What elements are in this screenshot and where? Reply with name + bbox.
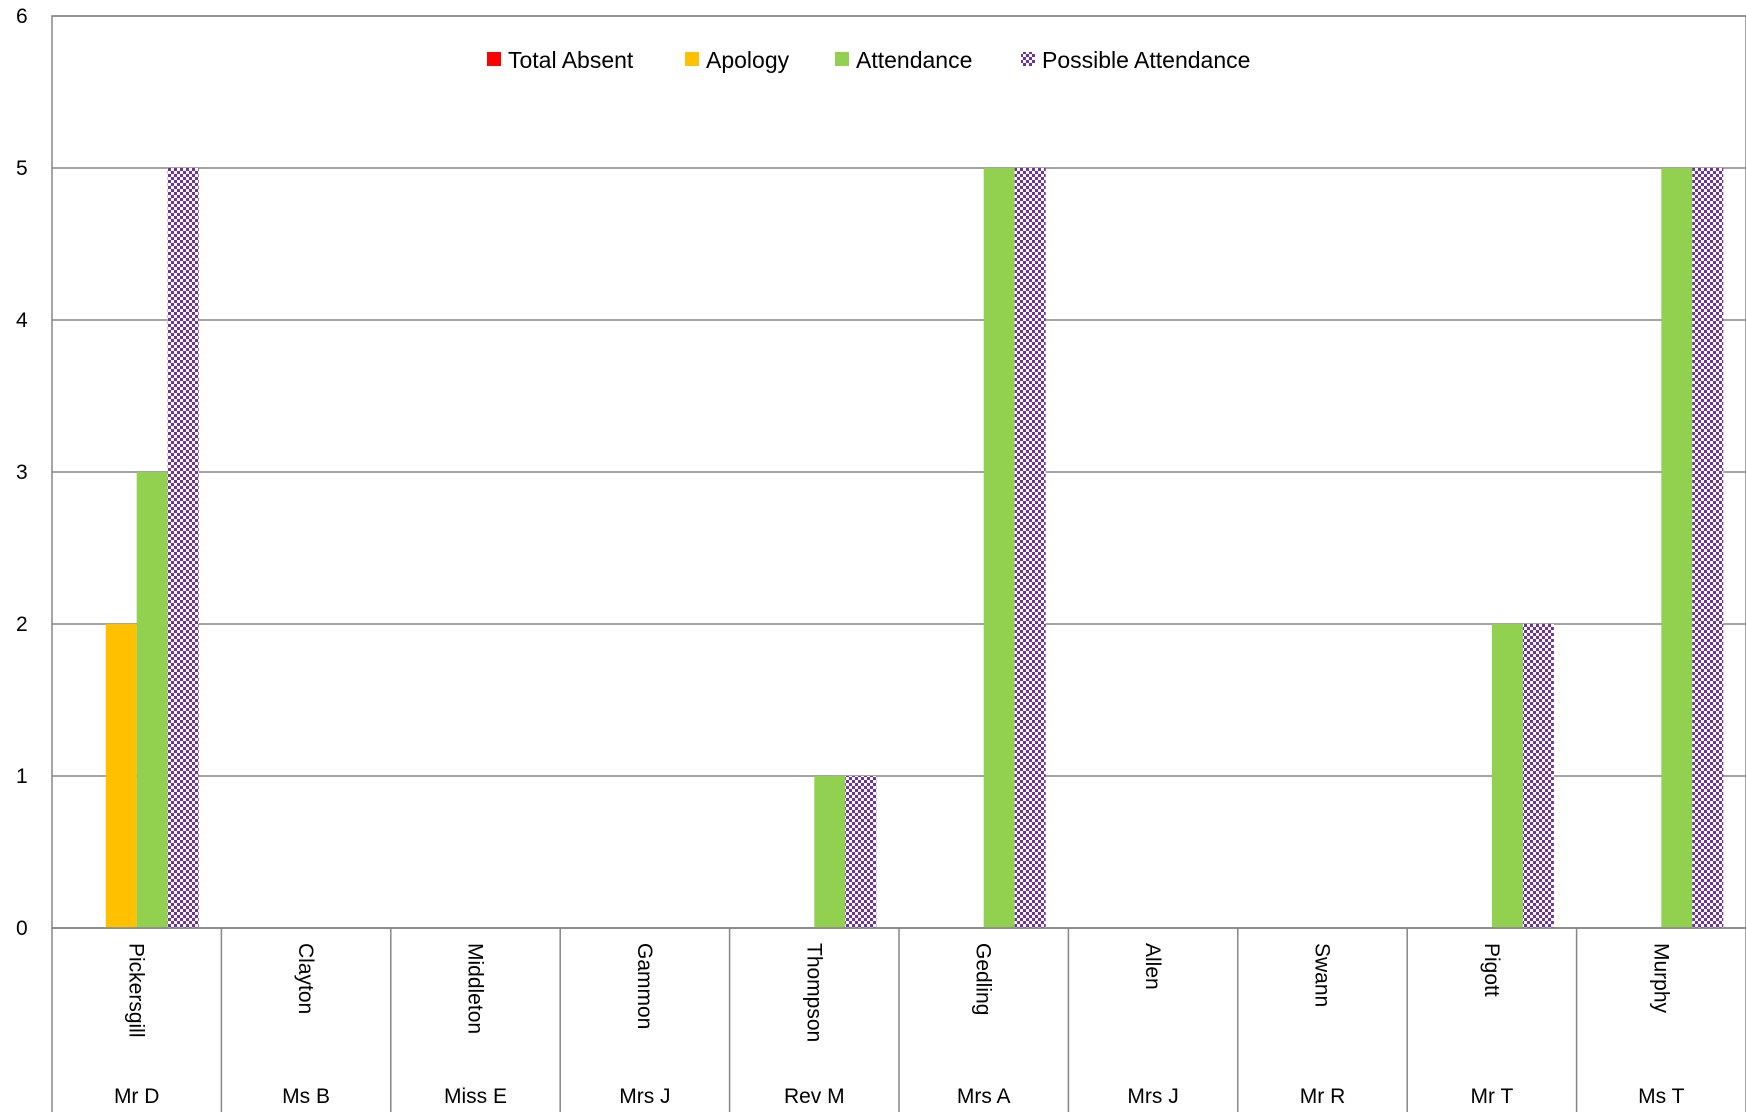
x-category-title: Ms B — [282, 1085, 330, 1108]
legend-label: Apology — [706, 47, 790, 73]
bar-possible-attendance — [845, 776, 877, 928]
legend-label: Possible Attendance — [1042, 47, 1250, 73]
x-category-title: Miss E — [444, 1085, 507, 1108]
x-category-title: Ms T — [1638, 1085, 1684, 1108]
x-category-surname: Swann — [1311, 943, 1334, 1007]
legend-label: Total Absent — [508, 47, 634, 73]
bar-attendance — [1491, 624, 1523, 928]
bar-possible-attendance — [167, 168, 199, 928]
y-tick-label: 6 — [16, 5, 28, 28]
bar-attendance — [814, 776, 846, 928]
legend-swatch — [685, 52, 699, 66]
y-tick-label: 4 — [16, 309, 28, 332]
y-tick-label: 1 — [16, 765, 28, 788]
x-category-surname: Pickersgill — [125, 943, 148, 1038]
y-tick-label: 2 — [16, 613, 28, 636]
bars — [105, 168, 1724, 928]
y-tick-label: 3 — [16, 461, 28, 484]
legend-label: Attendance — [856, 47, 972, 73]
x-category-title: Mr R — [1300, 1085, 1346, 1108]
bar-possible-attendance — [1014, 168, 1046, 928]
x-category-title: Mr T — [1471, 1085, 1514, 1108]
x-category-surname: Middleton — [464, 943, 487, 1034]
legend-swatch — [487, 52, 501, 66]
bar-possible-attendance — [1522, 624, 1554, 928]
x-category-surname: Gammon — [633, 943, 656, 1029]
bar-attendance — [1661, 168, 1693, 928]
x-category-title: Rev M — [784, 1085, 845, 1108]
legend-swatch — [835, 52, 849, 66]
y-tick-label: 0 — [16, 917, 28, 940]
x-category-title: Mrs J — [1127, 1085, 1178, 1108]
legend: Total Absent Apology Attendance Possible At… — [487, 47, 1250, 73]
bar-possible-attendance — [1692, 168, 1724, 928]
x-category-title: Mrs J — [619, 1085, 670, 1108]
x-category-title: Mrs A — [957, 1085, 1011, 1108]
legend-swatch — [1021, 52, 1035, 66]
x-category-surname: Clayton — [294, 943, 317, 1014]
x-category-surname: Allen — [1141, 943, 1164, 990]
x-category-title: Mr D — [114, 1085, 160, 1108]
bar-attendance — [136, 472, 168, 928]
axes: 0 1 2 3 4 5 6 Pickersgill Mr D Clayton Ms B Middlet… — [16, 5, 1746, 1112]
x-category-surname: Murphy — [1649, 943, 1672, 1014]
x-category-surname: Gedling — [972, 943, 995, 1015]
y-tick-label: 5 — [16, 157, 28, 180]
x-category-surname: Thompson — [802, 943, 825, 1042]
x-category-surname: Pigott — [1480, 943, 1503, 997]
bar-apology — [105, 624, 137, 928]
bar-attendance — [983, 168, 1015, 928]
